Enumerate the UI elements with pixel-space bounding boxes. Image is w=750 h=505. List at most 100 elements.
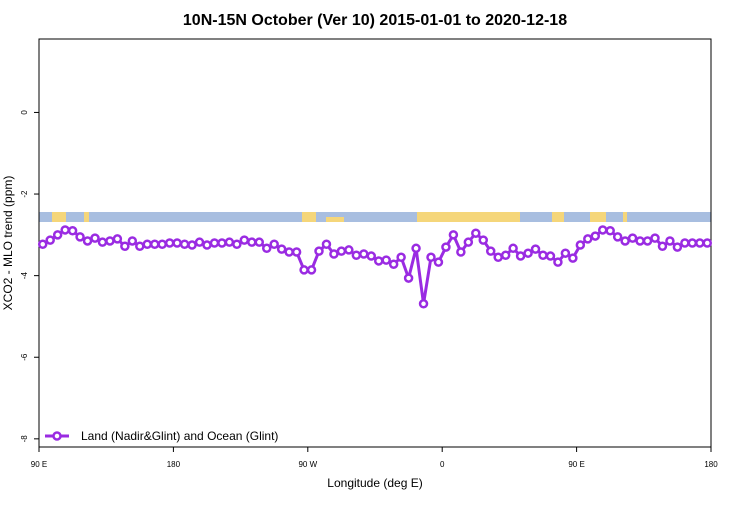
point <box>448 230 459 240</box>
point <box>187 240 197 250</box>
point <box>194 237 205 247</box>
point <box>396 252 406 263</box>
point <box>403 273 414 283</box>
point <box>418 299 429 309</box>
point <box>336 246 347 256</box>
x-axis-label: Longitude (deg E) <box>327 476 422 490</box>
point <box>433 257 444 267</box>
point <box>261 243 272 254</box>
point <box>426 252 436 263</box>
point <box>463 237 474 247</box>
point <box>209 238 220 248</box>
point <box>456 247 466 257</box>
point <box>478 235 489 245</box>
point <box>157 239 167 249</box>
chart-title: 10N-15N October (Ver 10) 2015-01-01 to 2… <box>183 12 567 29</box>
point <box>97 237 108 247</box>
point <box>515 251 526 261</box>
point <box>597 225 608 235</box>
point <box>351 250 362 260</box>
point <box>605 226 615 236</box>
point <box>612 232 623 242</box>
point <box>276 244 287 254</box>
point <box>642 236 653 246</box>
point <box>179 239 190 249</box>
point <box>583 234 593 244</box>
point <box>75 232 85 242</box>
point <box>60 225 70 235</box>
y-tick-label: 0 <box>20 110 29 115</box>
point <box>545 251 556 261</box>
point <box>149 239 160 249</box>
point <box>687 238 698 248</box>
point <box>321 239 332 249</box>
point <box>568 253 578 263</box>
point <box>366 251 377 261</box>
point <box>680 238 690 248</box>
point <box>112 234 123 244</box>
point <box>373 256 384 266</box>
point <box>657 241 668 252</box>
land-patch <box>84 212 89 222</box>
land-patch <box>623 212 627 222</box>
point <box>127 236 138 246</box>
point <box>329 249 339 259</box>
point <box>90 233 100 243</box>
point <box>635 236 645 246</box>
point <box>67 226 78 236</box>
point <box>508 243 518 254</box>
point <box>695 238 705 248</box>
land-ocean-band <box>39 212 711 222</box>
legend-marker <box>52 431 62 441</box>
point <box>314 246 324 256</box>
point <box>500 250 511 260</box>
point <box>232 239 242 249</box>
y-tick-label: -6 <box>20 353 29 361</box>
point <box>411 243 421 254</box>
point <box>291 247 302 257</box>
point <box>560 248 571 258</box>
land-patch <box>417 212 520 222</box>
point <box>299 265 309 275</box>
point <box>553 257 563 267</box>
point <box>388 259 399 269</box>
y-axis-label: XCO2 - MLO trend (ppm) <box>1 176 15 311</box>
point <box>172 238 182 248</box>
point <box>672 242 683 252</box>
land-patch <box>302 212 316 222</box>
y-tick-label: -8 <box>20 435 29 443</box>
point <box>650 233 660 243</box>
point <box>627 233 638 243</box>
point <box>344 245 354 255</box>
y-tick-label: -2 <box>20 190 29 198</box>
x-tick-label: 180 <box>167 460 181 469</box>
y-tick-label: -4 <box>20 272 29 280</box>
series-line <box>42 228 708 305</box>
point <box>37 239 48 249</box>
x-tick-label: 90 W <box>298 460 317 469</box>
point <box>523 248 533 258</box>
x-tick-label: 0 <box>440 460 445 469</box>
point <box>45 235 55 245</box>
point <box>441 242 451 252</box>
point <box>239 235 250 245</box>
point <box>575 240 586 250</box>
point <box>202 240 212 250</box>
legend-label: Land (Nadir&Glint) and Ocean (Glint) <box>81 429 278 443</box>
point <box>359 249 369 259</box>
point <box>52 230 63 240</box>
point <box>142 239 153 249</box>
point <box>538 250 548 260</box>
point <box>284 247 294 257</box>
point <box>217 238 227 248</box>
point <box>82 236 93 246</box>
point <box>135 241 145 252</box>
point <box>269 239 279 249</box>
point <box>485 246 496 256</box>
point <box>665 236 675 246</box>
point <box>471 228 481 238</box>
land-patch <box>590 212 606 222</box>
point <box>620 236 630 246</box>
x-tick-label: 180 <box>704 460 718 469</box>
